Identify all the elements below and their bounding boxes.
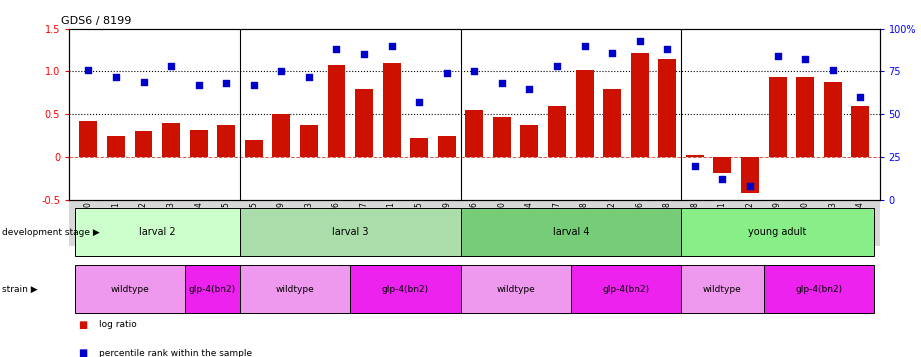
Bar bbox=[741, 157, 759, 193]
Text: wildtype: wildtype bbox=[703, 285, 741, 294]
Bar bbox=[75, 265, 185, 313]
Point bbox=[605, 50, 620, 55]
Point bbox=[412, 99, 426, 105]
Bar bbox=[350, 265, 460, 313]
Text: larval 2: larval 2 bbox=[139, 227, 176, 237]
Bar bbox=[328, 65, 345, 157]
Bar bbox=[185, 265, 240, 313]
Text: GDS6 / 8199: GDS6 / 8199 bbox=[61, 16, 132, 26]
Bar bbox=[245, 140, 262, 157]
Bar bbox=[603, 89, 621, 157]
Bar bbox=[686, 155, 704, 157]
Bar bbox=[631, 52, 648, 157]
Bar bbox=[107, 136, 125, 157]
Bar bbox=[134, 131, 153, 157]
Point bbox=[136, 79, 151, 85]
Text: log ratio: log ratio bbox=[99, 320, 136, 330]
Point bbox=[798, 56, 812, 62]
Point bbox=[329, 46, 344, 52]
Point bbox=[853, 94, 868, 100]
Bar bbox=[240, 265, 350, 313]
Point bbox=[770, 53, 785, 59]
Text: glp-4(bn2): glp-4(bn2) bbox=[189, 285, 236, 294]
Point bbox=[550, 64, 565, 69]
Point bbox=[439, 70, 454, 76]
Bar bbox=[659, 59, 676, 157]
Bar bbox=[382, 63, 401, 157]
Bar bbox=[493, 117, 511, 157]
Bar bbox=[460, 265, 571, 313]
Bar bbox=[681, 265, 764, 313]
Point bbox=[660, 46, 675, 52]
Text: larval 3: larval 3 bbox=[332, 227, 368, 237]
Bar bbox=[823, 82, 842, 157]
Text: ■: ■ bbox=[78, 320, 87, 330]
Point bbox=[301, 74, 316, 79]
Text: larval 4: larval 4 bbox=[553, 227, 589, 237]
Point bbox=[687, 163, 702, 169]
Bar bbox=[714, 157, 731, 172]
Point bbox=[633, 38, 647, 44]
Point bbox=[522, 86, 537, 91]
Bar bbox=[851, 106, 869, 157]
Text: strain ▶: strain ▶ bbox=[2, 285, 38, 294]
Bar bbox=[356, 89, 373, 157]
Point bbox=[109, 74, 123, 79]
Bar bbox=[437, 136, 456, 157]
Text: development stage ▶: development stage ▶ bbox=[2, 227, 99, 237]
Bar bbox=[273, 114, 290, 157]
Point bbox=[715, 176, 729, 182]
Point bbox=[274, 69, 288, 74]
Text: ■: ■ bbox=[78, 348, 87, 357]
Text: glp-4(bn2): glp-4(bn2) bbox=[796, 285, 843, 294]
Bar bbox=[162, 123, 180, 157]
Text: glp-4(bn2): glp-4(bn2) bbox=[602, 285, 649, 294]
Text: glp-4(bn2): glp-4(bn2) bbox=[382, 285, 429, 294]
Point bbox=[247, 82, 262, 88]
Text: wildtype: wildtype bbox=[111, 285, 149, 294]
Bar bbox=[764, 265, 874, 313]
Point bbox=[495, 81, 509, 86]
Bar bbox=[465, 110, 484, 157]
Point bbox=[467, 69, 482, 74]
Bar bbox=[410, 138, 428, 157]
Point bbox=[192, 82, 206, 88]
Bar bbox=[796, 77, 814, 157]
Bar bbox=[681, 208, 874, 256]
Text: percentile rank within the sample: percentile rank within the sample bbox=[99, 349, 251, 357]
Point bbox=[825, 67, 840, 72]
Text: wildtype: wildtype bbox=[275, 285, 314, 294]
Point bbox=[164, 64, 179, 69]
Text: young adult: young adult bbox=[749, 227, 807, 237]
Bar bbox=[769, 77, 787, 157]
Point bbox=[81, 67, 96, 72]
Bar bbox=[520, 125, 539, 157]
Bar bbox=[240, 208, 460, 256]
Point bbox=[742, 183, 757, 189]
Bar bbox=[190, 130, 207, 157]
Point bbox=[219, 81, 234, 86]
Point bbox=[384, 43, 399, 49]
Text: wildtype: wildtype bbox=[496, 285, 535, 294]
Bar bbox=[217, 125, 235, 157]
Bar bbox=[571, 265, 681, 313]
Bar bbox=[79, 121, 98, 157]
Bar bbox=[75, 208, 240, 256]
Point bbox=[356, 51, 371, 57]
Bar bbox=[548, 106, 566, 157]
Point bbox=[577, 43, 592, 49]
Bar bbox=[300, 125, 318, 157]
Bar bbox=[576, 70, 593, 157]
Bar bbox=[460, 208, 681, 256]
